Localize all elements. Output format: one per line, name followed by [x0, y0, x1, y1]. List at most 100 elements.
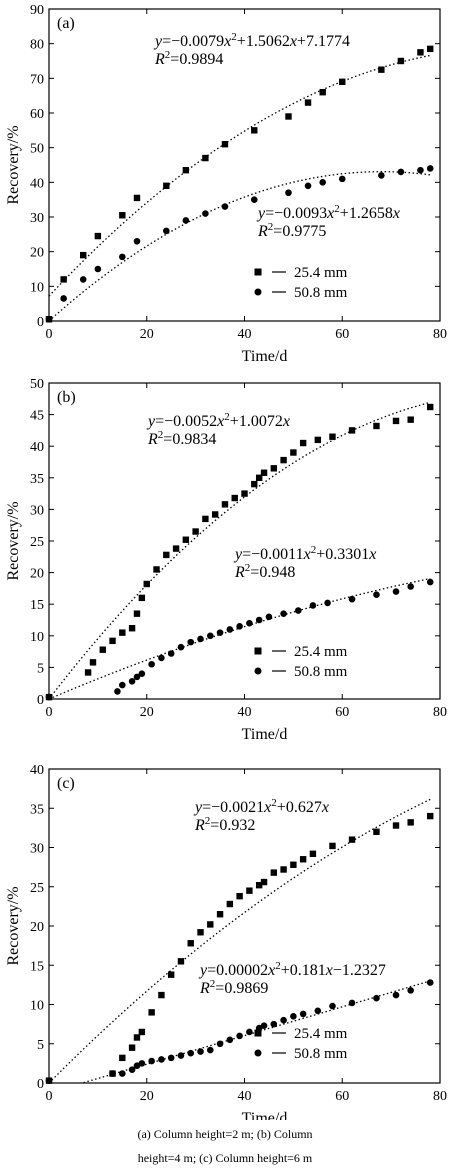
data-point-circle — [163, 227, 170, 235]
y-tick-label: 25 — [30, 535, 44, 550]
y-tick-label: 50 — [30, 142, 44, 157]
data-point-circle — [407, 987, 414, 994]
data-point-circle — [177, 1052, 185, 1059]
data-point-square — [167, 971, 175, 978]
data-point-circle — [138, 1060, 146, 1067]
data-point-circle — [426, 165, 434, 172]
data-point-square — [407, 416, 414, 423]
x-tick-label: 80 — [433, 327, 447, 342]
y-tick-label: 30 — [30, 211, 44, 226]
data-point-square — [339, 78, 346, 85]
data-point-square — [285, 113, 292, 120]
data-point-circle — [197, 1048, 204, 1055]
data-point-square — [270, 465, 278, 472]
x-tick-label: 60 — [335, 1089, 349, 1104]
data-point-square — [138, 1028, 146, 1036]
data-point-circle — [373, 994, 380, 1002]
data-point-square — [143, 580, 150, 588]
data-point-circle — [138, 670, 146, 678]
data-point-circle — [260, 1022, 268, 1029]
data-point-square — [133, 610, 141, 617]
legend-label: 25.4 mm — [294, 1026, 348, 1042]
data-point-square — [251, 127, 258, 134]
y-tick-label: 35 — [30, 802, 44, 817]
x-tick-label: 0 — [46, 1089, 53, 1104]
data-point-square — [163, 551, 170, 559]
figure-caption: (a) Column height=2 m; (b) Column height… — [0, 1122, 450, 1170]
data-point-square — [128, 625, 136, 632]
y-tick-label: 60 — [30, 107, 44, 122]
legend-label: 50.8 mm — [294, 664, 348, 680]
data-point-circle — [280, 1016, 287, 1024]
data-point-square — [260, 469, 268, 476]
fit-equation: y=−0.0052x2+1.0072x — [146, 411, 290, 430]
y-tick-label: 40 — [30, 763, 44, 778]
data-point-circle — [133, 673, 141, 681]
y-axis-label: Recovery/% — [5, 125, 22, 204]
data-point-circle — [324, 599, 331, 607]
data-point-square — [182, 167, 190, 174]
data-point-circle — [246, 619, 253, 627]
data-point-circle — [285, 189, 292, 197]
chart-panel-c: 0 20 40 60 80 0 5 10 15 20 25 30 35 40 Time/d Recovery/… — [5, 763, 447, 1120]
data-point-circle — [294, 607, 302, 614]
y-tick-label: 80 — [30, 38, 44, 53]
data-point-circle — [60, 295, 67, 302]
panel-label: (c) — [57, 775, 75, 792]
data-point-circle — [329, 1002, 336, 1010]
data-point-circle — [119, 253, 126, 261]
data-point-square — [309, 850, 317, 857]
data-point-square — [319, 89, 326, 96]
y-tick-label: 10 — [30, 999, 44, 1014]
x-tick-label: 40 — [238, 1089, 252, 1104]
data-point-square — [148, 1009, 155, 1016]
data-point-circle — [206, 632, 214, 640]
data-point-square — [373, 828, 380, 835]
data-point-circle — [417, 166, 424, 174]
data-point-circle — [187, 1049, 195, 1057]
data-point-square — [221, 141, 229, 148]
legend-label: 25.4 mm — [294, 265, 348, 281]
data-point-circle — [373, 591, 380, 599]
y-tick-label: 90 — [30, 3, 44, 18]
fit-curve — [49, 171, 431, 321]
y-tick-label: 10 — [30, 630, 44, 645]
fit-r-squared: R2=0.9775 — [257, 221, 326, 240]
data-point-square — [236, 892, 243, 900]
data-point-square — [299, 439, 307, 447]
y-tick-label: 0 — [37, 1077, 44, 1092]
data-point-circle — [236, 623, 243, 630]
x-tick-label: 0 — [46, 705, 53, 720]
data-point-square — [260, 878, 268, 886]
data-point-square — [133, 1034, 141, 1041]
data-point-circle — [255, 1024, 263, 1032]
data-point-circle — [309, 602, 317, 609]
figure-canvas: 0 20 40 60 800102030405060708090Time/dRecove… — [5, 3, 447, 1120]
y-tick-label: 50 — [30, 377, 44, 392]
data-point-square — [187, 940, 194, 947]
fit-equation: y=−0.0093x2+1.2658x — [256, 203, 400, 222]
data-point-square — [182, 536, 190, 543]
fit-equation: y=−0.0021x2+0.627x — [193, 797, 329, 816]
y-tick-label: 20 — [30, 246, 44, 261]
data-point-square — [290, 861, 297, 868]
data-point-square — [299, 856, 307, 863]
data-point-square — [192, 528, 199, 535]
data-point-circle — [79, 276, 87, 283]
caption-line-1: (a) Column height=2 m; (b) Column — [137, 1127, 313, 1141]
data-point-square — [216, 911, 224, 918]
x-tick-label: 40 — [238, 327, 252, 342]
data-point-square — [133, 194, 141, 202]
data-point-square — [172, 545, 180, 552]
fit-r-squared: R2=0.932 — [194, 815, 255, 834]
data-point-square — [314, 436, 322, 444]
data-point-circle — [265, 613, 273, 621]
data-point-circle — [348, 999, 356, 1007]
data-point-circle — [392, 588, 400, 595]
data-point-square — [221, 501, 229, 508]
data-point-circle — [246, 1028, 253, 1036]
data-point-circle — [270, 1020, 278, 1028]
data-point-square — [84, 669, 92, 676]
fit-r-squared: R2=0.9834 — [147, 429, 216, 448]
fit-equation: y=−0.0011x2+0.3301x — [233, 544, 376, 563]
